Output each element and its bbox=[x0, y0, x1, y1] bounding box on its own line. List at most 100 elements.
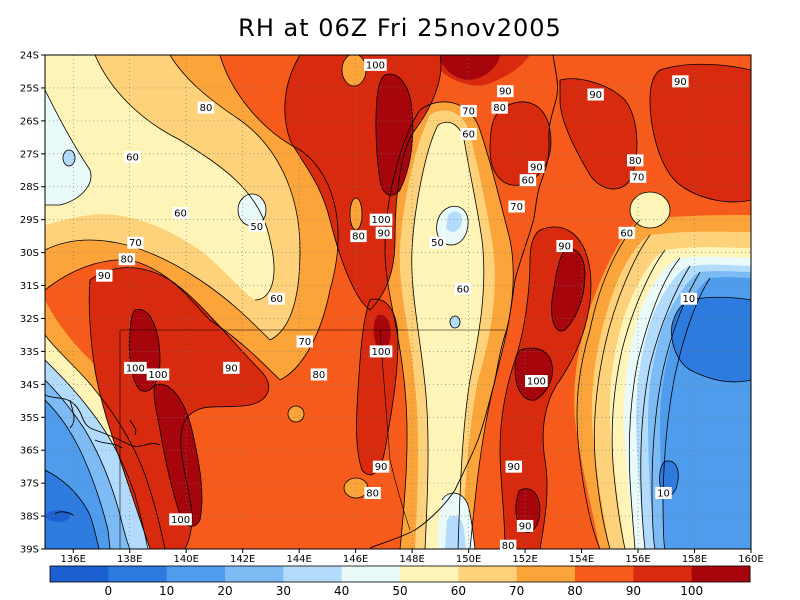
contour-label-bg bbox=[672, 75, 689, 88]
contour-label: 60 bbox=[270, 294, 283, 305]
lat-tick-label: 39S bbox=[20, 545, 39, 556]
colorbar-swatch bbox=[225, 566, 284, 582]
contour-label: 100 bbox=[372, 347, 391, 358]
contour-label: 80 bbox=[629, 156, 642, 167]
contour-label-bg bbox=[146, 368, 170, 381]
coastline bbox=[369, 55, 558, 549]
colorbar-swatch bbox=[691, 566, 751, 582]
contour-line bbox=[662, 277, 711, 549]
contour-line bbox=[45, 399, 111, 549]
contour-label-bg bbox=[372, 460, 390, 473]
contour-label-bg bbox=[454, 282, 472, 295]
lon-tick-label: 144E bbox=[286, 554, 311, 565]
contour-line bbox=[356, 298, 399, 476]
contour-line bbox=[559, 78, 638, 190]
lon-tick-label: 156E bbox=[625, 554, 650, 565]
contour-label: 80 bbox=[200, 103, 213, 114]
rh-band-50 bbox=[45, 90, 91, 205]
colorbar-label: 0 bbox=[105, 584, 113, 598]
lon-tick-label: 148E bbox=[399, 554, 424, 565]
contour-line bbox=[411, 124, 439, 549]
lon-tick-label: 154E bbox=[569, 554, 594, 565]
contour-line bbox=[45, 259, 281, 381]
contour-label-bg bbox=[516, 519, 534, 532]
contour-label-bg bbox=[556, 240, 573, 253]
contour-label-bg bbox=[197, 101, 215, 114]
coastline bbox=[54, 511, 75, 517]
contour-label: 90 bbox=[589, 90, 602, 101]
colorbar-label: 30 bbox=[276, 584, 291, 598]
contour-label: 70 bbox=[462, 106, 475, 117]
colorbar-label: 80 bbox=[567, 584, 582, 598]
lat-tick-label: 36S bbox=[20, 446, 39, 457]
contour-label: 60 bbox=[522, 176, 535, 187]
colorbar-swatch bbox=[341, 566, 401, 582]
contour-label: 90 bbox=[507, 462, 520, 473]
contour-label-bg bbox=[460, 104, 477, 117]
rh-band-100 bbox=[650, 64, 751, 202]
contour-label-bg bbox=[629, 170, 647, 183]
map-axes: 24S 25S 26S 27S 28S 29S 30S 31S 32S 33S 34S 35S 36S 3… bbox=[20, 51, 764, 566]
lon-tick-label: 136E bbox=[61, 554, 86, 565]
contour-label: 100 bbox=[366, 60, 385, 71]
contour-label-bg bbox=[627, 154, 644, 167]
contour-line bbox=[45, 359, 149, 549]
contour-line bbox=[45, 239, 271, 341]
graticule bbox=[45, 55, 751, 549]
lon-tick-label: 138E bbox=[117, 554, 142, 565]
contour-line bbox=[169, 55, 301, 341]
contour-label: 90 bbox=[375, 462, 388, 473]
colorbar-swatch bbox=[400, 566, 459, 582]
contour-label-bg bbox=[369, 213, 393, 226]
lat-tick-label: 38S bbox=[20, 512, 39, 523]
colorbar-swatch bbox=[633, 566, 693, 582]
contour-label-bg bbox=[587, 88, 604, 101]
contour-label: 10 bbox=[657, 489, 670, 500]
contour-label-bg bbox=[491, 101, 508, 114]
contour-label-bg bbox=[375, 226, 393, 239]
lat-tick-label: 32S bbox=[20, 314, 39, 325]
contour-label: 70 bbox=[129, 238, 142, 249]
contour-label: 50 bbox=[250, 222, 263, 233]
lat-tick-label: 34S bbox=[20, 380, 39, 391]
contour-label: 80 bbox=[366, 489, 379, 500]
contour-label: 100 bbox=[527, 377, 546, 388]
contour-label-bg bbox=[248, 220, 265, 233]
contour-label-bg bbox=[124, 361, 147, 374]
rh-band-100 bbox=[440, 55, 500, 80]
colorbar-swatch bbox=[283, 566, 343, 582]
contour-label: 60 bbox=[126, 153, 139, 164]
colorbar-label: 100 bbox=[680, 584, 703, 598]
rh-band-80 bbox=[342, 55, 366, 86]
contour-label: 60 bbox=[620, 228, 633, 239]
contour-label-bg bbox=[497, 85, 514, 98]
contour-label: 70 bbox=[298, 337, 311, 348]
lat-tick-label: 26S bbox=[20, 116, 39, 127]
contour-label-bg bbox=[124, 151, 141, 164]
contour-label: 90 bbox=[98, 271, 111, 282]
rh-field bbox=[45, 55, 751, 549]
rh-band-100 bbox=[375, 74, 413, 196]
contour-label: 60 bbox=[457, 284, 470, 295]
contour-line bbox=[45, 469, 100, 549]
contour-label-bg bbox=[505, 460, 522, 473]
lat-tick-label: 31S bbox=[20, 281, 39, 292]
contour-label: 90 bbox=[674, 77, 687, 88]
contour-label: 80 bbox=[313, 370, 326, 381]
rh-band-60 bbox=[630, 192, 670, 228]
contour-line bbox=[514, 347, 553, 401]
rh-band-80 bbox=[350, 198, 362, 230]
rh-band-10 bbox=[45, 470, 99, 549]
contour-label: 90 bbox=[530, 162, 543, 173]
contour-label: 100 bbox=[372, 215, 391, 226]
rh-band-40 bbox=[446, 211, 463, 232]
rh-band-60 bbox=[45, 55, 275, 300]
coastline bbox=[45, 394, 161, 447]
colorbar-label: 70 bbox=[509, 584, 524, 598]
contour-label: 70 bbox=[510, 202, 523, 213]
colorbar-label: 40 bbox=[334, 584, 349, 598]
lat-tick-label: 37S bbox=[20, 479, 39, 490]
contour-line bbox=[284, 55, 442, 311]
contour-label: 60 bbox=[174, 209, 187, 220]
contour-label: 90 bbox=[519, 521, 532, 532]
